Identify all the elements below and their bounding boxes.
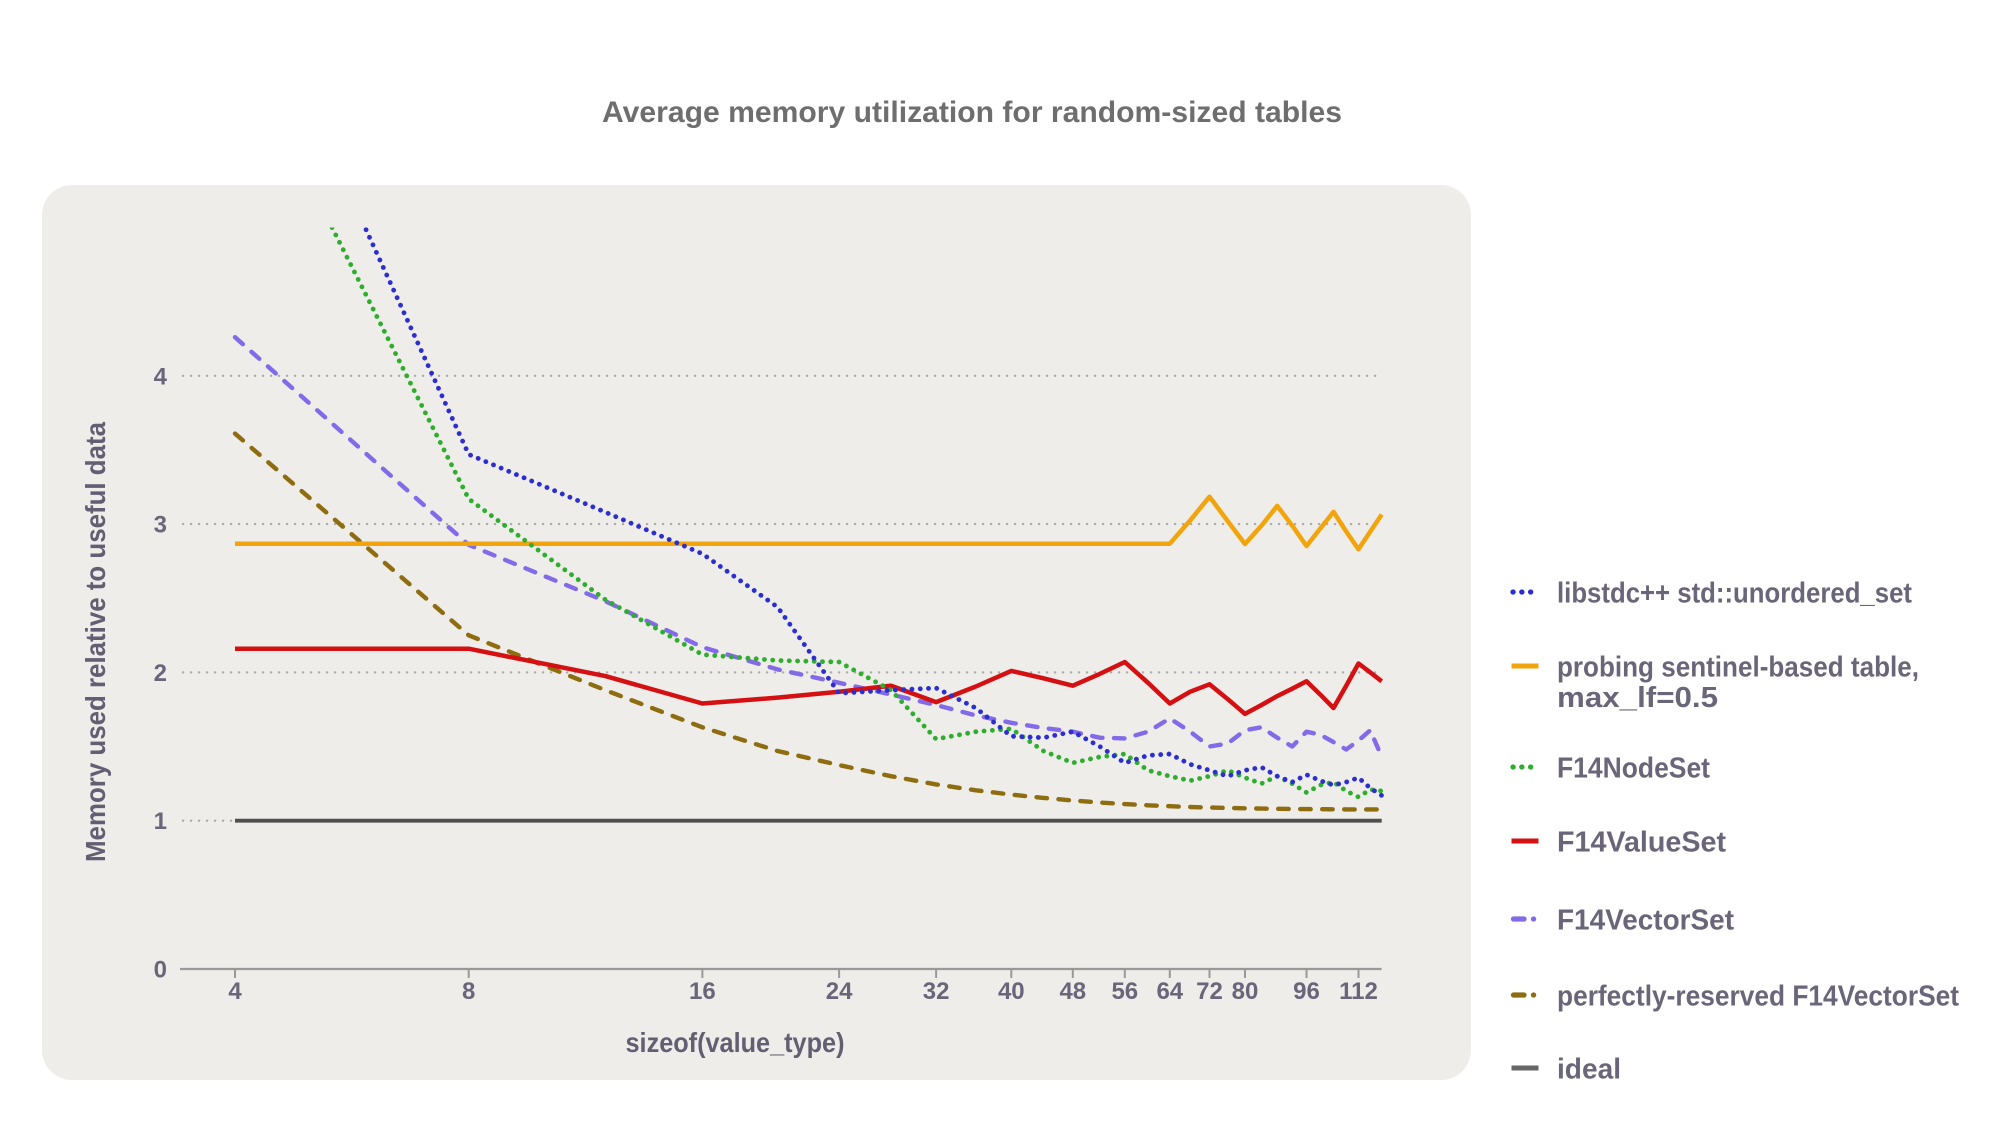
svg-text:56: 56	[1111, 978, 1138, 1005]
svg-text:3: 3	[154, 512, 167, 539]
svg-text:libstdc++ std::unordered_set: libstdc++ std::unordered_set	[1557, 578, 1912, 610]
svg-text:0: 0	[154, 957, 167, 984]
svg-text:48: 48	[1059, 978, 1086, 1005]
svg-text:perfectly-reserved F14VectorSe: perfectly-reserved F14VectorSet	[1557, 981, 1959, 1013]
svg-text:8: 8	[462, 978, 475, 1005]
svg-text:2: 2	[154, 660, 167, 687]
svg-text:72: 72	[1196, 978, 1223, 1005]
svg-text:112: 112	[1339, 978, 1378, 1005]
svg-text:80: 80	[1232, 978, 1259, 1005]
svg-text:16: 16	[689, 978, 716, 1005]
svg-text:Average memory utilization for: Average memory utilization for random-si…	[602, 96, 1342, 129]
svg-text:24: 24	[826, 978, 853, 1005]
svg-text:ideal: ideal	[1557, 1054, 1621, 1086]
svg-text:F14ValueSet: F14ValueSet	[1557, 827, 1726, 859]
svg-text:1: 1	[154, 808, 167, 835]
svg-text:F14NodeSet: F14NodeSet	[1557, 753, 1710, 785]
svg-text:64: 64	[1156, 978, 1183, 1005]
svg-text:40: 40	[998, 978, 1025, 1005]
svg-text:sizeof(value_type): sizeof(value_type)	[626, 1027, 845, 1058]
svg-text:96: 96	[1293, 978, 1320, 1005]
svg-text:max_lf=0.5: max_lf=0.5	[1557, 682, 1718, 714]
svg-text:32: 32	[923, 978, 950, 1005]
svg-text:Memory used relative to useful: Memory used relative to useful data	[80, 422, 111, 862]
svg-text:probing sentinel-based table,: probing sentinel-based table,	[1557, 652, 1919, 684]
svg-text:4: 4	[154, 363, 168, 390]
svg-text:F14VectorSet: F14VectorSet	[1557, 905, 1734, 937]
svg-text:4: 4	[228, 978, 242, 1005]
